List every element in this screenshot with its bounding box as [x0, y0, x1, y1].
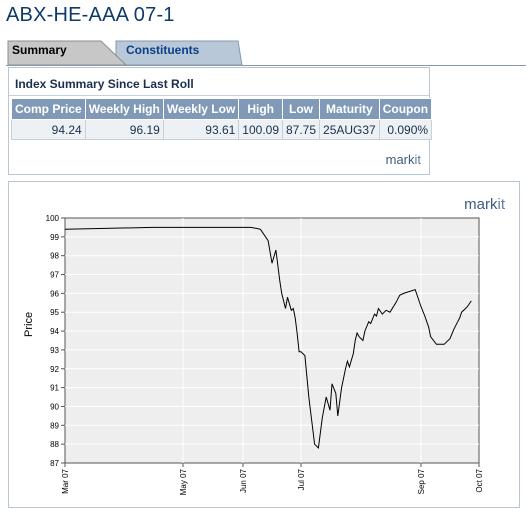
y-tick-label: 99 [50, 233, 59, 242]
y-tick-label: 90 [50, 402, 59, 411]
summary-divider [9, 95, 429, 96]
summary-heading: Index Summary Since Last Roll [15, 77, 194, 91]
column-header: Coupon [378, 98, 433, 120]
y-tick-label: 95 [50, 308, 59, 317]
plot-area [64, 217, 480, 464]
index-summary-panel: Index Summary Since Last Roll Comp Price… [8, 67, 433, 175]
price-chart-panel: markit 87 88 89 90 91 92 93 94 95 96 97 98 99 100 Mar … [8, 181, 520, 508]
tab-summary[interactable]: Summary [12, 43, 67, 57]
column-header: High [238, 98, 283, 120]
table-cell: 93.61 [162, 119, 240, 140]
y-tick-label: 100 [46, 214, 60, 223]
x-tick-label: Jun 07 [239, 468, 248, 493]
y-tick-label: 98 [50, 252, 59, 261]
table-cell: 100.09 [238, 119, 283, 140]
page-title: ABX-HE-AAA 07-1 [6, 4, 175, 26]
tab-shapes [6, 40, 526, 66]
markit-logo: markit [386, 152, 421, 167]
table-cell: 94.24 [11, 119, 86, 140]
y-tick-label: 92 [50, 365, 59, 374]
table-cell: 0.090% [378, 119, 433, 140]
y-tick-label: 88 [50, 440, 59, 449]
column-header: Low [281, 98, 321, 120]
brand-main-text: mark [385, 152, 415, 167]
y-tick-label: 91 [50, 384, 59, 393]
y-tick-label: 89 [50, 421, 59, 430]
summary-header-row: Comp Price Weekly High Weekly Low High L… [11, 98, 433, 120]
chart-brand-main-text: mark [464, 196, 498, 213]
tab-constituents[interactable]: Constituents [126, 43, 200, 57]
price-series-line [64, 226, 472, 449]
price-chart: 87 88 89 90 91 92 93 94 95 96 97 98 99 100 Mar 07 May 0… [46, 214, 484, 495]
x-tick-label: Sep 07 [417, 468, 426, 494]
x-tick-label: Oct 07 [475, 468, 484, 492]
table-cell: 87.75 [281, 119, 321, 140]
y-tick-label: 97 [50, 271, 59, 280]
summary-table: Comp Price Weekly High Weekly Low High L… [11, 98, 433, 140]
tab-bar: Summary Constituents [6, 40, 526, 66]
table-cell: 96.19 [84, 119, 164, 140]
column-header: Weekly Low [162, 98, 240, 120]
x-tick-label: Mar 07 [61, 468, 70, 493]
table-cell: 25AUG37 [319, 119, 380, 140]
y-tick-label: 87 [50, 459, 59, 468]
column-header: Weekly High [84, 98, 164, 120]
chart-markit-logo: markit [464, 196, 505, 213]
column-header: Maturity [319, 98, 380, 120]
y-tick-label: 93 [50, 346, 59, 355]
x-tick-label: May 07 [179, 468, 188, 495]
y-tick-label: 96 [50, 289, 59, 298]
chart-brand-accent-text: it [497, 196, 506, 213]
y-axis-label: Price [23, 311, 35, 337]
x-tick-label: Jul 07 [297, 468, 306, 490]
summary-data-row: 94.24 96.19 93.61 100.09 87.75 25AUG37 0… [11, 119, 433, 140]
y-tick-label: 94 [50, 327, 59, 336]
column-header: Comp Price [11, 98, 86, 120]
brand-accent-text: it [414, 152, 422, 167]
